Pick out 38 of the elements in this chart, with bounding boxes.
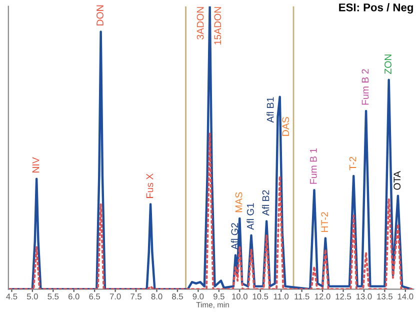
annotation: Afl G1 (246, 203, 254, 230)
annotation: OTA (394, 171, 401, 190)
x-tick-label: 12.0 (315, 294, 330, 300)
x-tick-label: 7.5 (130, 294, 142, 300)
x-tick-label: 8.0 (151, 294, 162, 300)
x-tick-label: 9.5 (214, 294, 224, 300)
annotation: MAS (235, 192, 242, 212)
annotation: Fum B 1 (310, 148, 317, 184)
x-tick-label: 12.5 (336, 294, 352, 300)
annotation: NIV (32, 157, 40, 172)
x-tick-label: 10.5 (252, 294, 268, 300)
annotation: DAS (282, 117, 290, 136)
annotation: T-2 (349, 156, 356, 170)
x-tick-label: 13.0 (356, 294, 372, 300)
annotation: 15ADON (214, 7, 222, 44)
x-tick-label: 5.0 (26, 294, 38, 300)
x-tick-label: 14.0 (398, 294, 414, 300)
annotation: Fum B 2 (362, 69, 369, 105)
x-tick-label: 11.5 (294, 294, 310, 300)
x-tick-label: 6.0 (68, 294, 80, 300)
annotation: Afl B2 (262, 190, 270, 216)
x-tick-label: 6.5 (89, 294, 100, 300)
x-tick-label: 9.0 (192, 294, 204, 300)
x-tick-label: 8.5 (172, 294, 183, 300)
x-tick-label: 13.5 (377, 294, 392, 300)
annotation: Afl B1 (266, 97, 274, 123)
annotation: Fus X (146, 174, 154, 198)
chart-title: ESI: Pos / Neg (339, 3, 413, 14)
annotation: HT-2 (321, 212, 328, 232)
x-tick-label: 4.5 (6, 294, 18, 300)
x-tick-label: 11.0 (274, 294, 289, 300)
annotation: DON (96, 5, 104, 26)
annotation: Afl G2 (230, 223, 238, 250)
x-tick-label: 7.0 (110, 294, 121, 300)
annotation: ZON (384, 54, 392, 74)
annotation: 3ADON (196, 7, 204, 40)
x-tick-label: 5.5 (48, 294, 59, 300)
x-tick-label: 10.0 (232, 294, 248, 300)
